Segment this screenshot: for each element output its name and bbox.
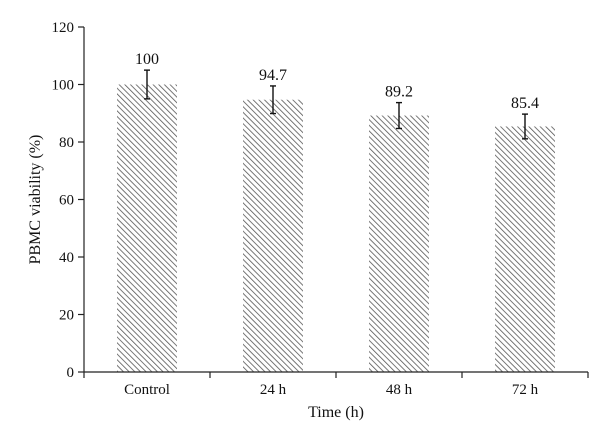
x-tick-label: 24 h [260, 382, 287, 398]
y-tick-label: 120 [52, 20, 75, 36]
y-tick-label: 20 [59, 308, 74, 324]
data-label: 89.2 [385, 84, 413, 101]
y-tick-label: 100 [52, 78, 75, 94]
y-ticks-layer: 0 20 40 60 80 100 120 [52, 20, 84, 381]
data-label: 85.4 [511, 95, 539, 112]
x-ticks-layer: Control 24 h 48 h 72 h [83, 372, 589, 398]
bars-layer [117, 84, 555, 373]
x-tick-label: 72 h [512, 382, 539, 398]
bar [243, 99, 303, 373]
y-axis-title: PBMC viability (%) [27, 135, 44, 265]
error-bars-layer [144, 69, 528, 140]
x-tick-label: Control [124, 382, 170, 398]
bar [495, 126, 555, 372]
y-tick-label: 80 [59, 135, 74, 151]
y-tick-label: 0 [67, 365, 75, 381]
data-label: 94.7 [259, 67, 287, 84]
data-label: 100 [135, 51, 159, 68]
y-tick-label: 40 [59, 250, 74, 266]
data-labels-layer: 100 94.7 89.2 85.4 [135, 51, 539, 112]
bar [117, 84, 177, 372]
x-axis-title: Time (h) [308, 404, 364, 421]
y-tick-label: 60 [59, 193, 74, 209]
x-tick-label: 48 h [386, 382, 413, 398]
bar [369, 115, 429, 373]
